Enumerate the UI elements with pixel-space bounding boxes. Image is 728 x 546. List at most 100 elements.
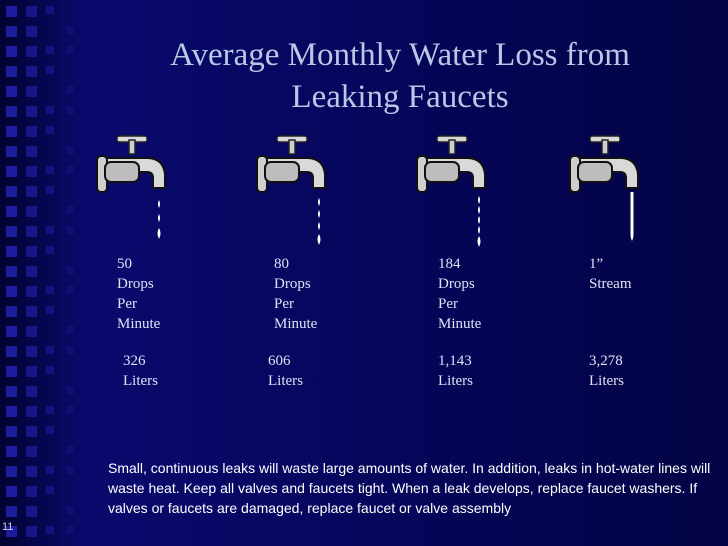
decorative-square xyxy=(26,86,37,97)
decorative-square xyxy=(6,466,17,477)
decorative-square xyxy=(66,326,74,334)
decorative-square xyxy=(46,366,54,374)
decorative-square xyxy=(6,506,17,517)
decorative-square xyxy=(26,506,37,517)
decorative-square xyxy=(26,206,37,217)
decorative-square xyxy=(26,146,37,157)
faucet-icon xyxy=(96,135,166,239)
decorative-square xyxy=(26,366,37,377)
decorative-square xyxy=(6,326,17,337)
faucet-2-loss: 606 Liters xyxy=(268,353,303,389)
decorative-square xyxy=(6,226,17,237)
decorative-square xyxy=(66,266,74,274)
decorative-square xyxy=(66,466,74,474)
decorative-square xyxy=(46,346,54,354)
advice-note: Small, continuous leaks will waste large… xyxy=(108,460,711,516)
decorative-square xyxy=(46,126,54,134)
decorative-square xyxy=(26,306,37,317)
decorative-square xyxy=(66,146,74,154)
decorative-square xyxy=(26,66,37,77)
decorative-square xyxy=(66,346,74,354)
faucet-3-loss: 1,143 Liters xyxy=(438,353,473,389)
decorative-square xyxy=(46,466,54,474)
decorative-square xyxy=(66,46,74,54)
decorative-square xyxy=(66,506,74,514)
faucet-1-rate: 50 Drops Per Minute xyxy=(117,256,161,332)
decorative-square xyxy=(6,446,17,457)
decorative-square xyxy=(66,166,74,174)
decorative-square xyxy=(66,226,74,234)
decorative-square xyxy=(46,286,54,294)
decorative-square xyxy=(6,146,17,157)
decorative-square xyxy=(26,106,37,117)
decorative-square xyxy=(26,426,37,437)
decorative-square xyxy=(6,6,17,17)
decorative-square xyxy=(46,306,54,314)
water-drop-icon xyxy=(157,200,161,239)
decorative-square xyxy=(26,186,37,197)
decorative-square xyxy=(66,106,74,114)
decorative-square xyxy=(66,86,74,94)
decorative-square xyxy=(6,386,17,397)
decorative-square xyxy=(6,86,17,97)
decorative-square xyxy=(66,386,74,394)
decorative-square xyxy=(66,526,74,534)
decorative-square xyxy=(26,346,37,357)
decorative-square xyxy=(26,386,37,397)
faucet-4-loss: 3,278 Liters xyxy=(589,353,624,389)
decorative-square xyxy=(66,26,74,34)
faucet-icon xyxy=(256,135,326,245)
decorative-square-pattern xyxy=(0,0,86,546)
decorative-square xyxy=(26,246,37,257)
faucet-2-rate: 80 Drops Per Minute xyxy=(274,256,318,332)
faucet-1-icon xyxy=(96,135,166,193)
faucet-icon xyxy=(416,135,486,247)
decorative-square xyxy=(46,406,54,414)
decorative-square xyxy=(26,486,37,497)
faucet-1-loss: 326 Liters xyxy=(123,353,158,389)
decorative-square xyxy=(6,286,17,297)
slide-title: Average Monthly Water Loss from Leaking … xyxy=(170,37,630,115)
decorative-square xyxy=(26,126,37,137)
water-drop-icon xyxy=(477,196,481,247)
decorative-square xyxy=(46,166,54,174)
decorative-square xyxy=(26,446,37,457)
decorative-square xyxy=(6,206,17,217)
decorative-square xyxy=(6,346,17,357)
decorative-square xyxy=(6,426,17,437)
page-number: 11 xyxy=(2,521,14,533)
decorative-square xyxy=(6,486,17,497)
decorative-square xyxy=(6,366,17,377)
decorative-square xyxy=(26,406,37,417)
decorative-square xyxy=(6,66,17,77)
faucet-4-icon xyxy=(569,135,639,193)
decorative-square xyxy=(66,286,74,294)
decorative-square xyxy=(26,466,37,477)
faucet-4-rate: 1” Stream xyxy=(589,256,632,292)
decorative-square xyxy=(66,406,74,414)
water-drop-icon xyxy=(317,198,321,245)
faucet-2-icon xyxy=(256,135,326,193)
decorative-square xyxy=(6,246,17,257)
faucet-icon xyxy=(569,135,639,241)
decorative-square xyxy=(46,6,54,14)
decorative-square xyxy=(6,266,17,277)
decorative-square xyxy=(26,326,37,337)
water-stream-icon xyxy=(630,192,634,241)
decorative-square xyxy=(66,206,74,214)
decorative-square xyxy=(6,186,17,197)
decorative-square xyxy=(46,106,54,114)
decorative-square xyxy=(26,266,37,277)
faucet-3-rate: 184 Drops Per Minute xyxy=(438,256,482,332)
decorative-square xyxy=(46,426,54,434)
decorative-square xyxy=(26,6,37,17)
decorative-square xyxy=(46,526,54,534)
faucet-3-icon xyxy=(416,135,486,193)
decorative-square xyxy=(26,166,37,177)
decorative-square xyxy=(6,406,17,417)
decorative-square xyxy=(46,66,54,74)
decorative-square xyxy=(46,486,54,494)
decorative-square xyxy=(26,46,37,57)
decorative-square xyxy=(6,166,17,177)
